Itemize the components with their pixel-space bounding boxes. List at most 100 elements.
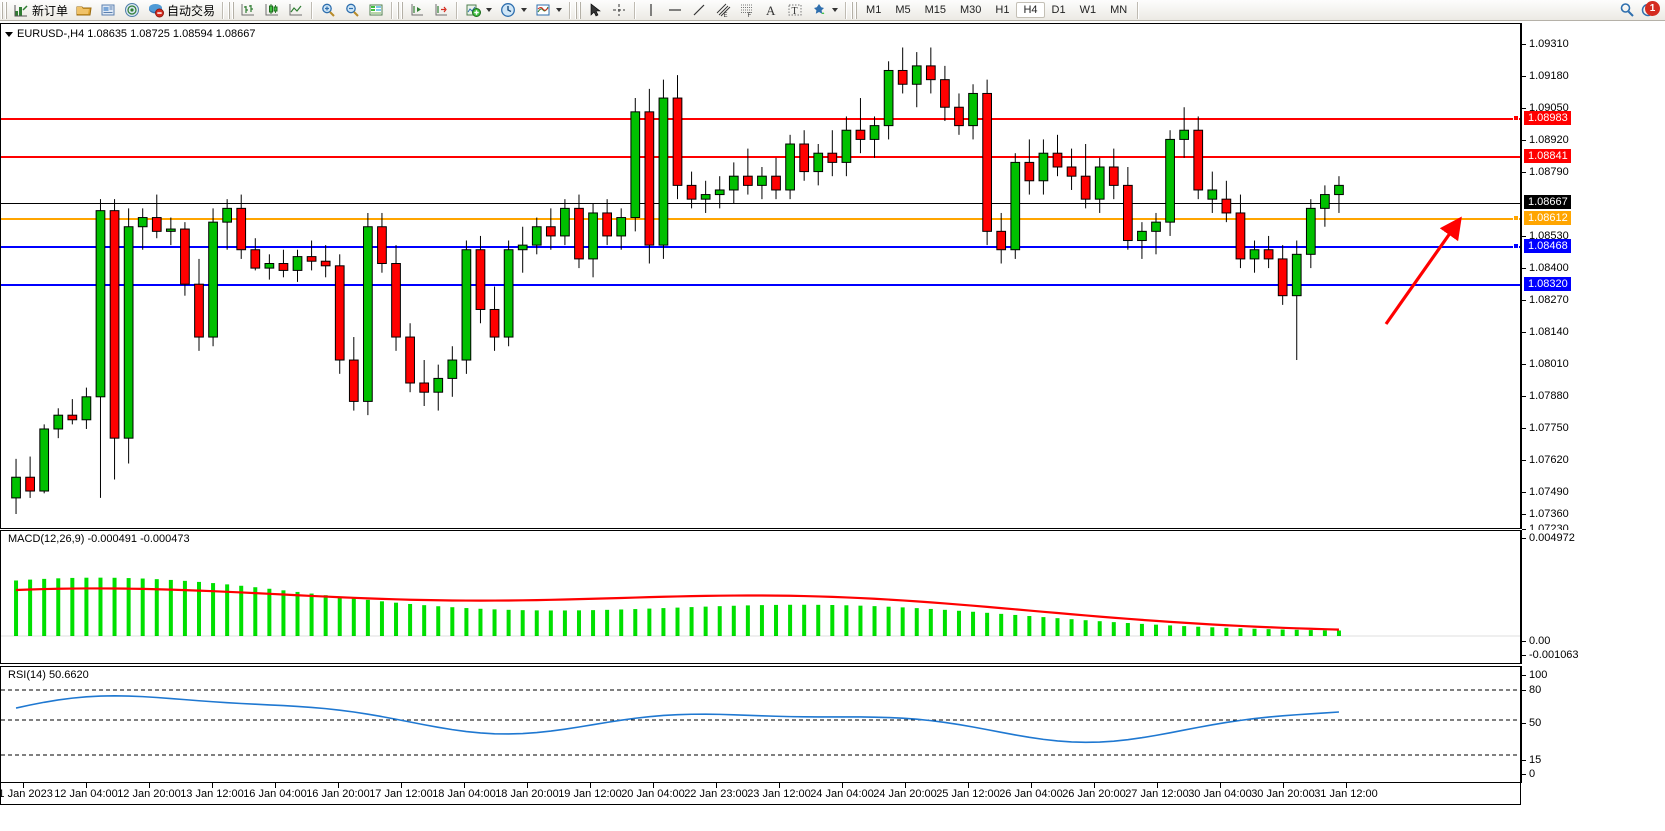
time-tick (905, 783, 906, 788)
timeframe-m15[interactable]: M15 (924, 4, 946, 16)
shapes-button[interactable] (807, 0, 842, 21)
folder-icon (76, 2, 92, 18)
period-button[interactable] (496, 0, 531, 21)
templates-chevron-down-icon[interactable] (556, 8, 563, 12)
equidistant-channel-button[interactable]: E (711, 0, 735, 21)
toolbar-separator-8 (1137, 1, 1140, 19)
bar-chart-button[interactable] (236, 0, 260, 21)
rsi-scale: 100 80 50 15 0 (1521, 666, 1665, 783)
macd-pane[interactable]: MACD(12,26,9) -0.000491 -0.000473 (0, 530, 1521, 664)
timeframe-w1[interactable]: W1 (1079, 4, 1097, 16)
level-handle-1.08612[interactable] (1513, 215, 1519, 221)
crosshair-button[interactable] (607, 0, 631, 21)
rsi-tick: 0 (1522, 768, 1535, 780)
chart-menu-chevron-down-icon[interactable] (5, 31, 13, 37)
fibonacci-button[interactable]: F (735, 0, 759, 21)
shift-end-button[interactable] (405, 0, 429, 21)
alerts-icon[interactable]: 1 (1641, 1, 1660, 18)
level-line-1.08841[interactable] (1, 156, 1520, 158)
price-tick: 1.07490 (1522, 486, 1569, 498)
level-line-1.08983[interactable] (1, 118, 1520, 120)
time-label: 26 Jan 04:00 (999, 788, 1063, 800)
timeframe-mn[interactable]: MN (1110, 4, 1128, 16)
shapes-chevron-down-icon[interactable] (832, 8, 839, 12)
period-chevron-down-icon[interactable] (521, 8, 528, 12)
chart-area[interactable]: EURUSD-,H4 1.08635 1.08725 1.08594 1.086… (0, 21, 1665, 831)
price-level-badge[interactable]: 1.08983 (1524, 111, 1571, 125)
search-icon[interactable] (1619, 2, 1635, 18)
toolbar-grip-5[interactable] (851, 1, 858, 19)
autotrading-label: 自动交易 (167, 3, 216, 18)
auto-scroll-icon (433, 2, 449, 18)
price-level-badge[interactable]: 1.08841 (1524, 149, 1571, 163)
level-line-1.08612[interactable] (1, 218, 1520, 220)
data-window-button[interactable] (364, 0, 388, 21)
toolbar-grip-3[interactable] (397, 1, 404, 19)
candlestick-chart-button[interactable] (260, 0, 284, 21)
price-level-badge[interactable]: 1.08612 (1524, 211, 1571, 225)
price-scale[interactable]: 1.09310 1.09180 1.09050 1.08983 1.08920 … (1521, 23, 1665, 535)
toolbar-grip[interactable] (1, 1, 7, 19)
timeframe-d1[interactable]: D1 (1051, 4, 1066, 16)
signals-button[interactable] (120, 0, 144, 21)
time-label: 11 Jan 2023 (0, 788, 53, 800)
signals-icon (124, 2, 140, 18)
toolbar-grip-4[interactable] (575, 1, 582, 19)
zoom-out-icon (344, 2, 360, 18)
new-order-button[interactable]: 新订单 (9, 0, 72, 21)
macd-tick: 0.004972 (1522, 532, 1575, 544)
timeframe-m30[interactable]: M30 (960, 4, 982, 16)
time-tick (1094, 783, 1095, 788)
rsi-tick: 50 (1522, 717, 1541, 729)
macd-label: MACD(12,26,9) -0.000491 -0.000473 (6, 533, 192, 545)
news-button[interactable] (96, 0, 120, 21)
add-indicator-chevron-down-icon[interactable] (486, 8, 493, 12)
new-order-icon (13, 2, 29, 18)
shapes-icon (811, 2, 827, 18)
horizontal-line-button[interactable] (663, 0, 687, 21)
cursor-button[interactable] (583, 0, 607, 21)
toolbar-separator-5 (569, 1, 572, 19)
autotrading-icon (148, 2, 165, 18)
price-level-badge[interactable]: 1.08320 (1524, 277, 1571, 291)
level-line-1.08468[interactable] (1, 246, 1520, 248)
templates-button[interactable] (531, 0, 566, 21)
time-label: 18 Jan 04:00 (432, 788, 496, 800)
text-label-button[interactable]: T (783, 0, 807, 21)
trendline-button[interactable] (687, 0, 711, 21)
timeframe-h1[interactable]: H1 (995, 4, 1010, 16)
time-label: 23 Jan 12:00 (747, 788, 811, 800)
symbol-header[interactable]: EURUSD-,H4 1.08635 1.08725 1.08594 1.086… (5, 28, 256, 40)
toolbar-grip-2[interactable] (228, 1, 235, 19)
level-handle-1.08983[interactable] (1513, 115, 1519, 121)
vertical-line-button[interactable] (639, 0, 663, 21)
line-chart-icon (288, 2, 304, 18)
price-pane[interactable]: EURUSD-,H4 1.08635 1.08725 1.08594 1.086… (0, 23, 1521, 529)
price-tick: 1.07750 (1522, 422, 1569, 434)
price-tick: 1.08140 (1522, 326, 1569, 338)
price-level-badge[interactable]: 1.08468 (1524, 239, 1571, 253)
folder-button[interactable] (72, 0, 96, 21)
zoom-out-button[interactable] (340, 0, 364, 21)
add-indicator-button[interactable] (461, 0, 496, 21)
timeframe-m5[interactable]: M5 (895, 4, 911, 16)
timeframe-m1[interactable]: M1 (866, 4, 882, 16)
timeframe-h4[interactable]: H4 (1016, 2, 1045, 18)
time-label: 27 Jan 12:00 (1125, 788, 1189, 800)
time-label: 18 Jan 20:00 (495, 788, 559, 800)
autotrading-button[interactable]: 自动交易 (144, 0, 219, 21)
auto-scroll-button[interactable] (429, 0, 453, 21)
time-tick (149, 783, 150, 788)
svg-text:E: E (724, 13, 728, 18)
rsi-tick: 100 (1522, 669, 1547, 681)
zoom-in-button[interactable] (316, 0, 340, 21)
text-button[interactable]: A (759, 0, 783, 21)
level-line-1.08320[interactable] (1, 284, 1520, 286)
line-chart-button[interactable] (284, 0, 308, 21)
time-tick (1157, 783, 1158, 788)
rsi-pane[interactable]: RSI(14) 50.6620 (0, 666, 1521, 783)
level-handle-1.08468[interactable] (1513, 243, 1519, 249)
time-label: 16 Jan 04:00 (243, 788, 307, 800)
